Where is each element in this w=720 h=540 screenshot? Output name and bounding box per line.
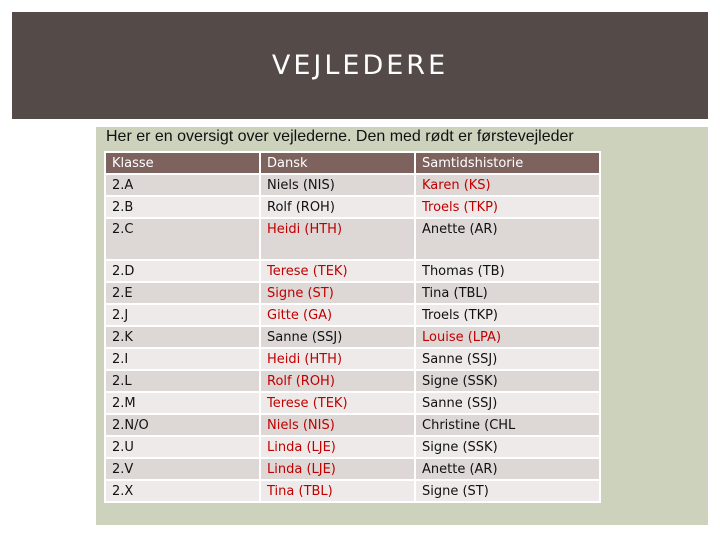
page-title: VEJLEDERE (271, 50, 449, 81)
cell-klasse: 2.K (104, 325, 261, 349)
cell-klasse: 2.E (104, 281, 261, 305)
cell-klasse: 2.L (104, 369, 261, 393)
cell-samtidshistorie: Sanne (SSJ) (414, 391, 601, 415)
cell-klasse: 2.V (104, 457, 261, 481)
cell-dansk: Heidi (HTH) (259, 217, 416, 261)
column-header-samtidshistorie: Samtidshistorie (414, 151, 601, 175)
cell-dansk: Gitte (GA) (259, 303, 416, 327)
cell-dansk: Heidi (HTH) (259, 347, 416, 371)
advisor-table: Klasse Dansk Samtidshistorie 2.A Niels (N… (104, 151, 601, 503)
table-header-row: Klasse Dansk Samtidshistorie (104, 151, 601, 175)
table-row: 2.L Rolf (ROH) Signe (SSK) (104, 369, 601, 393)
cell-dansk: Rolf (ROH) (259, 195, 416, 219)
table-row: 2.U Linda (LJE) Signe (SSK) (104, 435, 601, 459)
cell-klasse: 2.U (104, 435, 261, 459)
cell-dansk: Niels (NIS) (259, 413, 416, 437)
title-bar: VEJLEDERE (12, 12, 708, 119)
cell-dansk: Linda (LJE) (259, 435, 416, 459)
cell-klasse: 2.C (104, 217, 261, 261)
table-row: 2.X Tina (TBL) Signe (ST) (104, 479, 601, 503)
cell-dansk: Signe (ST) (259, 281, 416, 305)
cell-klasse: 2.D (104, 259, 261, 283)
cell-klasse: 2.X (104, 479, 261, 503)
table-row: 2.I Heidi (HTH) Sanne (SSJ) (104, 347, 601, 371)
table-row: 2.M Terese (TEK) Sanne (SSJ) (104, 391, 601, 415)
column-header-dansk: Dansk (259, 151, 416, 175)
cell-klasse: 2.N/O (104, 413, 261, 437)
cell-samtidshistorie: Troels (TKP) (414, 303, 601, 327)
cell-samtidshistorie: Signe (SSK) (414, 435, 601, 459)
cell-dansk: Niels (NIS) (259, 173, 416, 197)
cell-dansk: Rolf (ROH) (259, 369, 416, 393)
cell-klasse: 2.B (104, 195, 261, 219)
cell-samtidshistorie: Signe (SSK) (414, 369, 601, 393)
table-row: 2.V Linda (LJE) Anette (AR) (104, 457, 601, 481)
cell-samtidshistorie: Anette (AR) (414, 457, 601, 481)
column-header-klasse: Klasse (104, 151, 261, 175)
cell-samtidshistorie: Thomas (TB) (414, 259, 601, 283)
cell-samtidshistorie: Sanne (SSJ) (414, 347, 601, 371)
cell-samtidshistorie: Christine (CHL (414, 413, 601, 437)
cell-klasse: 2.J (104, 303, 261, 327)
table-row: 2.K Sanne (SSJ) Louise (LPA) (104, 325, 601, 349)
cell-klasse: 2.I (104, 347, 261, 371)
intro-text: Her er en oversigt over vejlederne. Den … (106, 128, 574, 145)
table-row: 2.E Signe (ST) Tina (TBL) (104, 281, 601, 305)
cell-samtidshistorie: Karen (KS) (414, 173, 601, 197)
cell-samtidshistorie: Troels (TKP) (414, 195, 601, 219)
cell-dansk: Tina (TBL) (259, 479, 416, 503)
cell-samtidshistorie: Anette (AR) (414, 217, 601, 261)
cell-dansk: Terese (TEK) (259, 391, 416, 415)
cell-dansk: Terese (TEK) (259, 259, 416, 283)
cell-samtidshistorie: Louise (LPA) (414, 325, 601, 349)
table-row: 2.J Gitte (GA) Troels (TKP) (104, 303, 601, 327)
table-row: 2.D Terese (TEK) Thomas (TB) (104, 259, 601, 283)
cell-samtidshistorie: Signe (ST) (414, 479, 601, 503)
cell-samtidshistorie: Tina (TBL) (414, 281, 601, 305)
table-row: 2.N/O Niels (NIS) Christine (CHL (104, 413, 601, 437)
cell-klasse: 2.M (104, 391, 261, 415)
table-row: 2.B Rolf (ROH) Troels (TKP) (104, 195, 601, 219)
table-row: 2.C Heidi (HTH) Anette (AR) (104, 217, 601, 261)
cell-dansk: Linda (LJE) (259, 457, 416, 481)
cell-klasse: 2.A (104, 173, 261, 197)
cell-dansk: Sanne (SSJ) (259, 325, 416, 349)
table-row: 2.A Niels (NIS) Karen (KS) (104, 173, 601, 197)
